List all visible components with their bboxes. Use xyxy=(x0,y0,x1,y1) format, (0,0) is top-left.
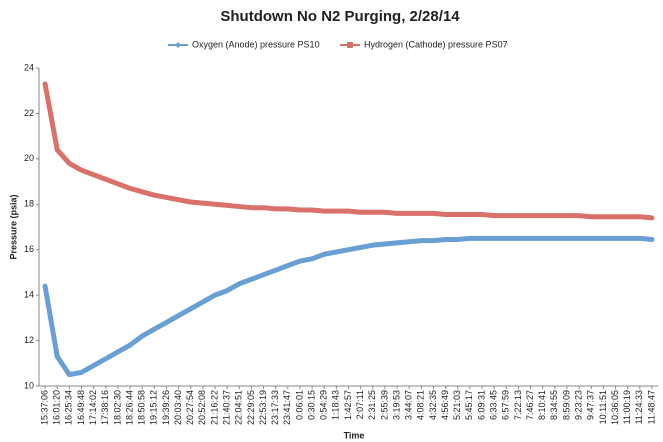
x-tick-label: 16:49:48 xyxy=(76,390,86,425)
x-tick-label: 20:52:08 xyxy=(197,390,207,425)
x-tick-label: 23:41:47 xyxy=(282,390,292,425)
x-tick-label: 0:54:29 xyxy=(319,390,329,420)
x-tick-label: 8:59:09 xyxy=(561,390,571,420)
legend-label: Hydrogen (Cathode) pressure PS07 xyxy=(364,39,508,49)
x-tick-label: 3:19:53 xyxy=(391,390,401,420)
x-tick-label: 4:32:35 xyxy=(428,390,438,420)
x-tick-label: 1:18:43 xyxy=(331,390,341,420)
x-tick-label: 17:38:16 xyxy=(100,390,110,425)
x-tick-label: 5:45:17 xyxy=(464,390,474,420)
x-tick-label: 6:09:31 xyxy=(476,390,486,420)
x-tick-label: 7:46:27 xyxy=(525,390,535,420)
y-tick-label: 10 xyxy=(24,380,34,390)
legend-marker xyxy=(175,42,181,48)
x-tick-label: 21:40:37 xyxy=(222,390,232,425)
x-tick-label: 11:00:19 xyxy=(622,390,632,424)
x-tick-label: 2:55:39 xyxy=(379,390,389,420)
x-tick-label: 18:50:58 xyxy=(137,390,147,425)
x-tick-label: 19:39:26 xyxy=(161,390,171,425)
x-tick-label: 11:48:47 xyxy=(646,390,656,424)
x-axis-title: Time xyxy=(344,430,365,440)
x-tick-label: 20:03:40 xyxy=(173,390,183,425)
x-tick-label: 4:56:49 xyxy=(440,390,450,420)
x-tick-label: 0:06:01 xyxy=(294,390,304,420)
y-tick-label: 12 xyxy=(24,335,34,345)
x-tick-label: 15:37:06 xyxy=(39,390,49,425)
x-tick-label: 16:25:34 xyxy=(64,390,74,425)
x-tick-label: 6:57:59 xyxy=(501,390,511,420)
legend-marker xyxy=(347,42,353,48)
x-tick-label: 8:34:55 xyxy=(549,390,559,420)
x-tick-label: 23:17:33 xyxy=(270,390,280,425)
x-tick-label: 16:01:20 xyxy=(52,390,62,425)
x-tick-label: 4:08:21 xyxy=(416,390,426,420)
x-tick-label: 6:33:45 xyxy=(489,390,499,420)
y-tick-label: 14 xyxy=(24,290,34,300)
x-tick-label: 21:16:22 xyxy=(209,390,219,425)
x-tick-label: 17:14:02 xyxy=(88,390,98,425)
x-tick-label: 18:26:44 xyxy=(124,390,134,425)
chart-title: Shutdown No N2 Purging, 2/28/14 xyxy=(220,8,460,25)
x-tick-label: 11:24:33 xyxy=(634,390,644,424)
y-tick-label: 22 xyxy=(24,108,34,118)
x-tick-label: 10:11:51 xyxy=(598,390,608,424)
x-tick-label: 22:53:19 xyxy=(258,390,268,425)
x-tick-label: 3:44:07 xyxy=(404,390,414,420)
x-tick-label: 9:23:23 xyxy=(573,390,583,420)
x-tick-label: 8:10:41 xyxy=(537,390,547,420)
x-tick-label: 19:15:12 xyxy=(149,390,159,425)
x-tick-label: 22:29:05 xyxy=(246,390,256,425)
y-axis-title: Pressure (psia) xyxy=(8,194,18,259)
x-tick-label: 22:04:51 xyxy=(234,390,244,425)
x-tick-label: 18:02:30 xyxy=(112,390,122,425)
x-tick-label: 2:07:11 xyxy=(355,390,365,419)
y-tick-label: 24 xyxy=(24,62,34,72)
x-tick-label: 5:21:03 xyxy=(452,390,462,420)
series-line xyxy=(42,235,655,378)
y-tick-label: 20 xyxy=(24,153,34,163)
x-tick-label: 2:31:25 xyxy=(367,390,377,420)
x-tick-label: 10:36:05 xyxy=(610,390,620,425)
x-tick-label: 0:30:15 xyxy=(306,390,316,420)
x-tick-label: 9:47:37 xyxy=(586,390,596,420)
legend-label: Oxygen (Anode) pressure PS10 xyxy=(192,39,320,49)
x-tick-label: 7:22:13 xyxy=(513,390,523,420)
y-tick-label: 16 xyxy=(24,244,34,254)
series-line xyxy=(42,81,655,221)
y-tick-label: 18 xyxy=(24,199,34,209)
x-tick-label: 1:42:57 xyxy=(343,390,353,420)
x-tick-label: 20:27:54 xyxy=(185,390,195,425)
